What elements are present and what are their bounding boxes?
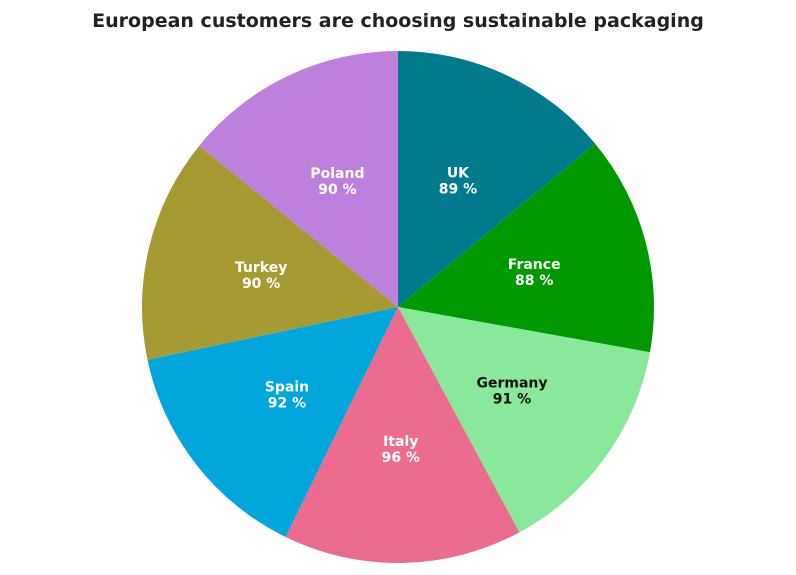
slice-label-turkey: Turkey [235, 260, 287, 276]
slice-value-spain: 92 % [268, 396, 306, 412]
pie-slice-uk [398, 51, 596, 307]
slice-value-poland: 90 % [318, 182, 356, 198]
pie-slices [142, 51, 654, 563]
slice-label-germany: Germany [476, 376, 547, 392]
pie-slice-poland [199, 51, 398, 307]
slice-label-poland: Poland [310, 166, 364, 182]
slice-label-italy: Italy [383, 434, 418, 450]
slice-value-uk: 89 % [439, 182, 477, 198]
slice-value-italy: 96 % [382, 450, 420, 466]
pie-slice-spain [147, 307, 398, 538]
pie-slice-italy [285, 307, 520, 563]
chart-title: European customers are choosing sustaina… [92, 10, 704, 32]
slice-value-germany: 91 % [493, 392, 531, 408]
slice-label-uk: UK [447, 166, 470, 182]
slice-label-france: France [508, 257, 561, 273]
slice-label-spain: Spain [265, 380, 309, 396]
slice-value-turkey: 90 % [242, 276, 280, 292]
pie-slice-turkey [142, 145, 398, 360]
pie-slice-france [398, 143, 654, 353]
pie-slice-germany [398, 307, 650, 533]
slice-value-france: 88 % [515, 273, 553, 289]
